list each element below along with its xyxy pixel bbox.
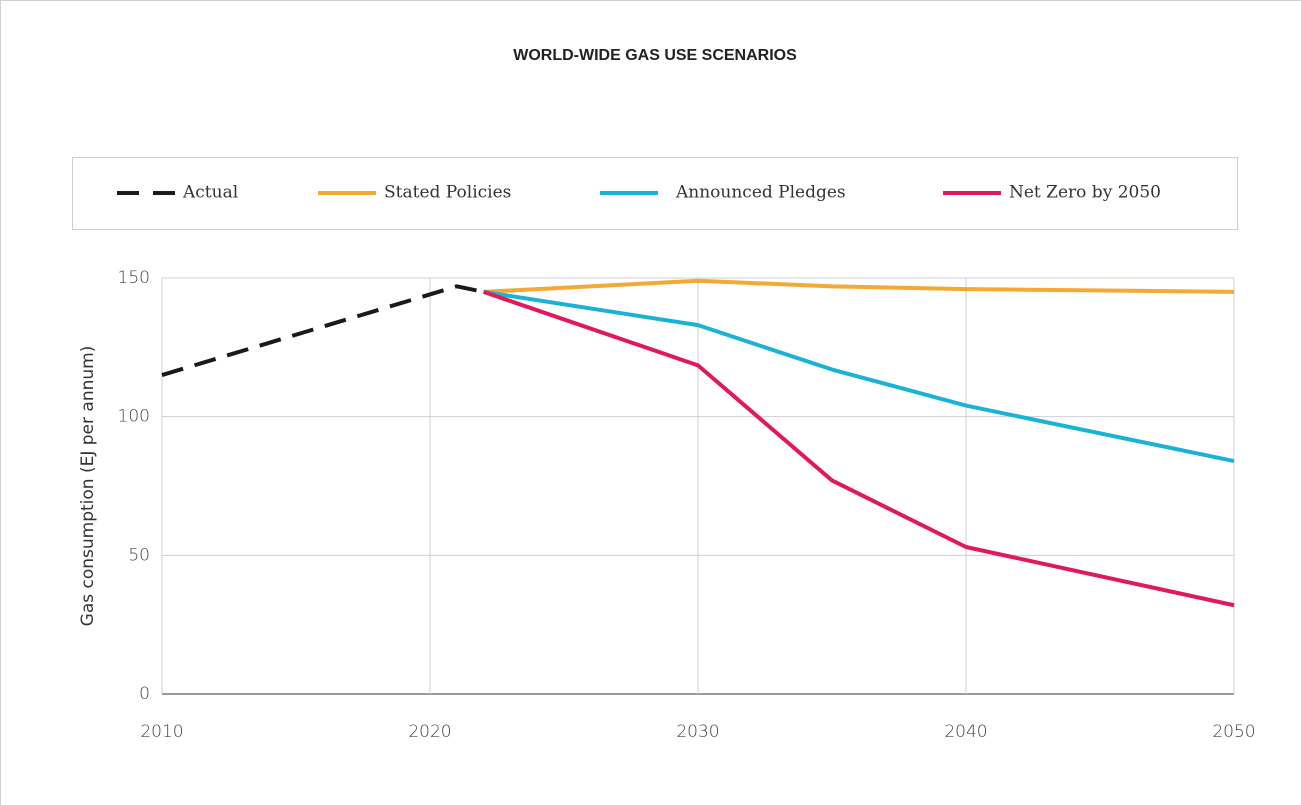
legend-label: Announced Pledges — [675, 183, 846, 203]
series-line — [483, 278, 1235, 294]
y-axis-label: Gas consumption (EJ per annum) — [78, 346, 98, 627]
x-tick-label: 2050 — [1212, 722, 1255, 742]
y-tick-label: 0 — [139, 684, 150, 704]
y-tick-label: 100 — [118, 407, 150, 427]
series-line — [161, 284, 485, 377]
y-tick-label: 50 — [128, 545, 150, 565]
series-line — [482, 289, 1235, 608]
series-line — [483, 289, 1235, 463]
x-tick-label: 2010 — [140, 722, 183, 742]
legend-label: Stated Policies — [384, 183, 511, 203]
x-tick-label: 2030 — [676, 722, 719, 742]
legend-label: Net Zero by 2050 — [1009, 183, 1161, 203]
x-tick-label: 2020 — [408, 722, 451, 742]
x-tick-label: 2040 — [944, 722, 987, 742]
chart-title: WORLD-WIDE GAS USE SCENARIOS — [513, 47, 797, 64]
legend-label: Actual — [182, 183, 238, 203]
y-tick-label: 150 — [118, 268, 150, 288]
legend-box — [72, 157, 1238, 230]
